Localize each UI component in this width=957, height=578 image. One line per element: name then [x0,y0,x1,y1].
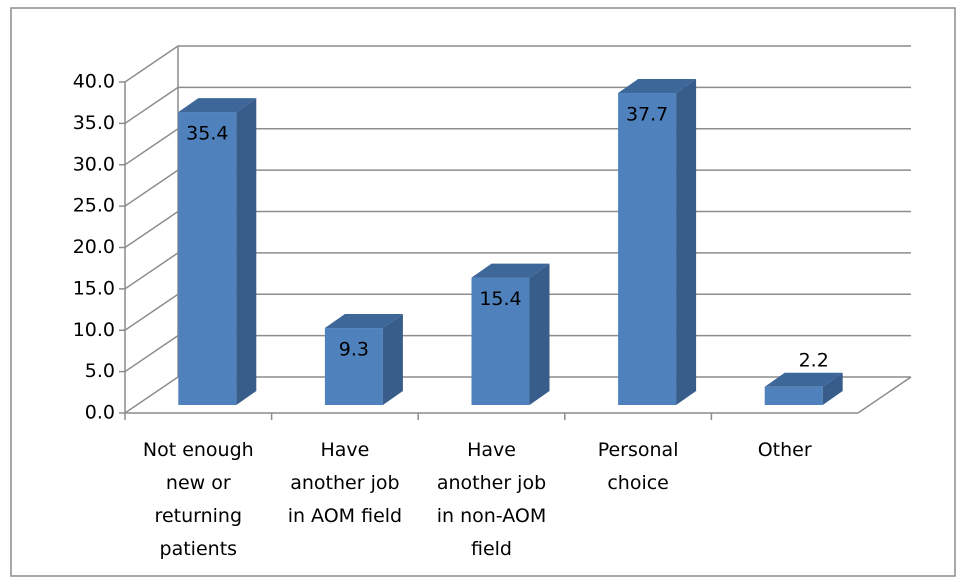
x-tick-label-line: another job [290,472,399,494]
y-tick-label: 15.0 [73,277,115,299]
x-tick-label-line: Personal [598,439,679,461]
value-label: 35.4 [186,123,228,145]
x-tick-label-line: returning [155,505,242,527]
y-tick-label: 25.0 [73,195,115,217]
y-tick-label: 5.0 [85,360,115,382]
bar-side [236,98,257,405]
bar-front [764,386,823,405]
x-tick-label-line: in AOM field [288,505,402,527]
x-tick-label: Personal choice [598,439,679,494]
bar-side [382,314,403,405]
x-tick-label-line: Other [758,439,812,461]
x-tick-label: Other [758,439,812,461]
x-tick-label-line: patients [160,538,238,560]
y-tick-label: 40.0 [73,71,115,93]
x-tick-label-line: in non-AOM [437,505,547,527]
x-tick-label-line: new or [166,472,231,494]
value-label: 9.3 [339,339,369,361]
value-label: 37.7 [626,104,668,126]
value-label: 15.4 [479,288,521,310]
value-label: 2.2 [799,349,829,371]
x-tick-label: Not enough new or returning patients [143,439,254,560]
bar-front [471,277,530,405]
y-tick-label: 0.0 [85,402,115,424]
y-tick-label: 10.0 [73,319,115,341]
bar-front [324,328,383,405]
bar-front [618,93,677,405]
bar-top [471,263,550,278]
y-tick-label: 30.0 [73,153,115,175]
x-tick-label-line: Have [320,439,369,461]
bar-top [178,98,257,113]
floor-edge [857,376,912,414]
x-tick-label-line: Have [467,439,516,461]
x-tick-label: Have another job in AOM field [288,439,402,527]
x-tick-label-line: another job [437,472,546,494]
x-tick-label-line: field [471,538,512,560]
x-tick-label-line: Not enough [143,439,254,461]
y-tick-label: 20.0 [73,236,115,258]
bar-top [618,79,697,94]
bar-side [529,263,550,405]
bar-side [676,79,697,405]
bar-top [324,314,403,329]
x-tick-label-line: choice [607,472,669,494]
y-tick-label: 35.0 [73,112,115,134]
bar-side [822,372,843,405]
bar-top [764,372,843,387]
x-tick-label: Have another job in non-AOM field [437,439,547,560]
bar-front [178,112,237,405]
